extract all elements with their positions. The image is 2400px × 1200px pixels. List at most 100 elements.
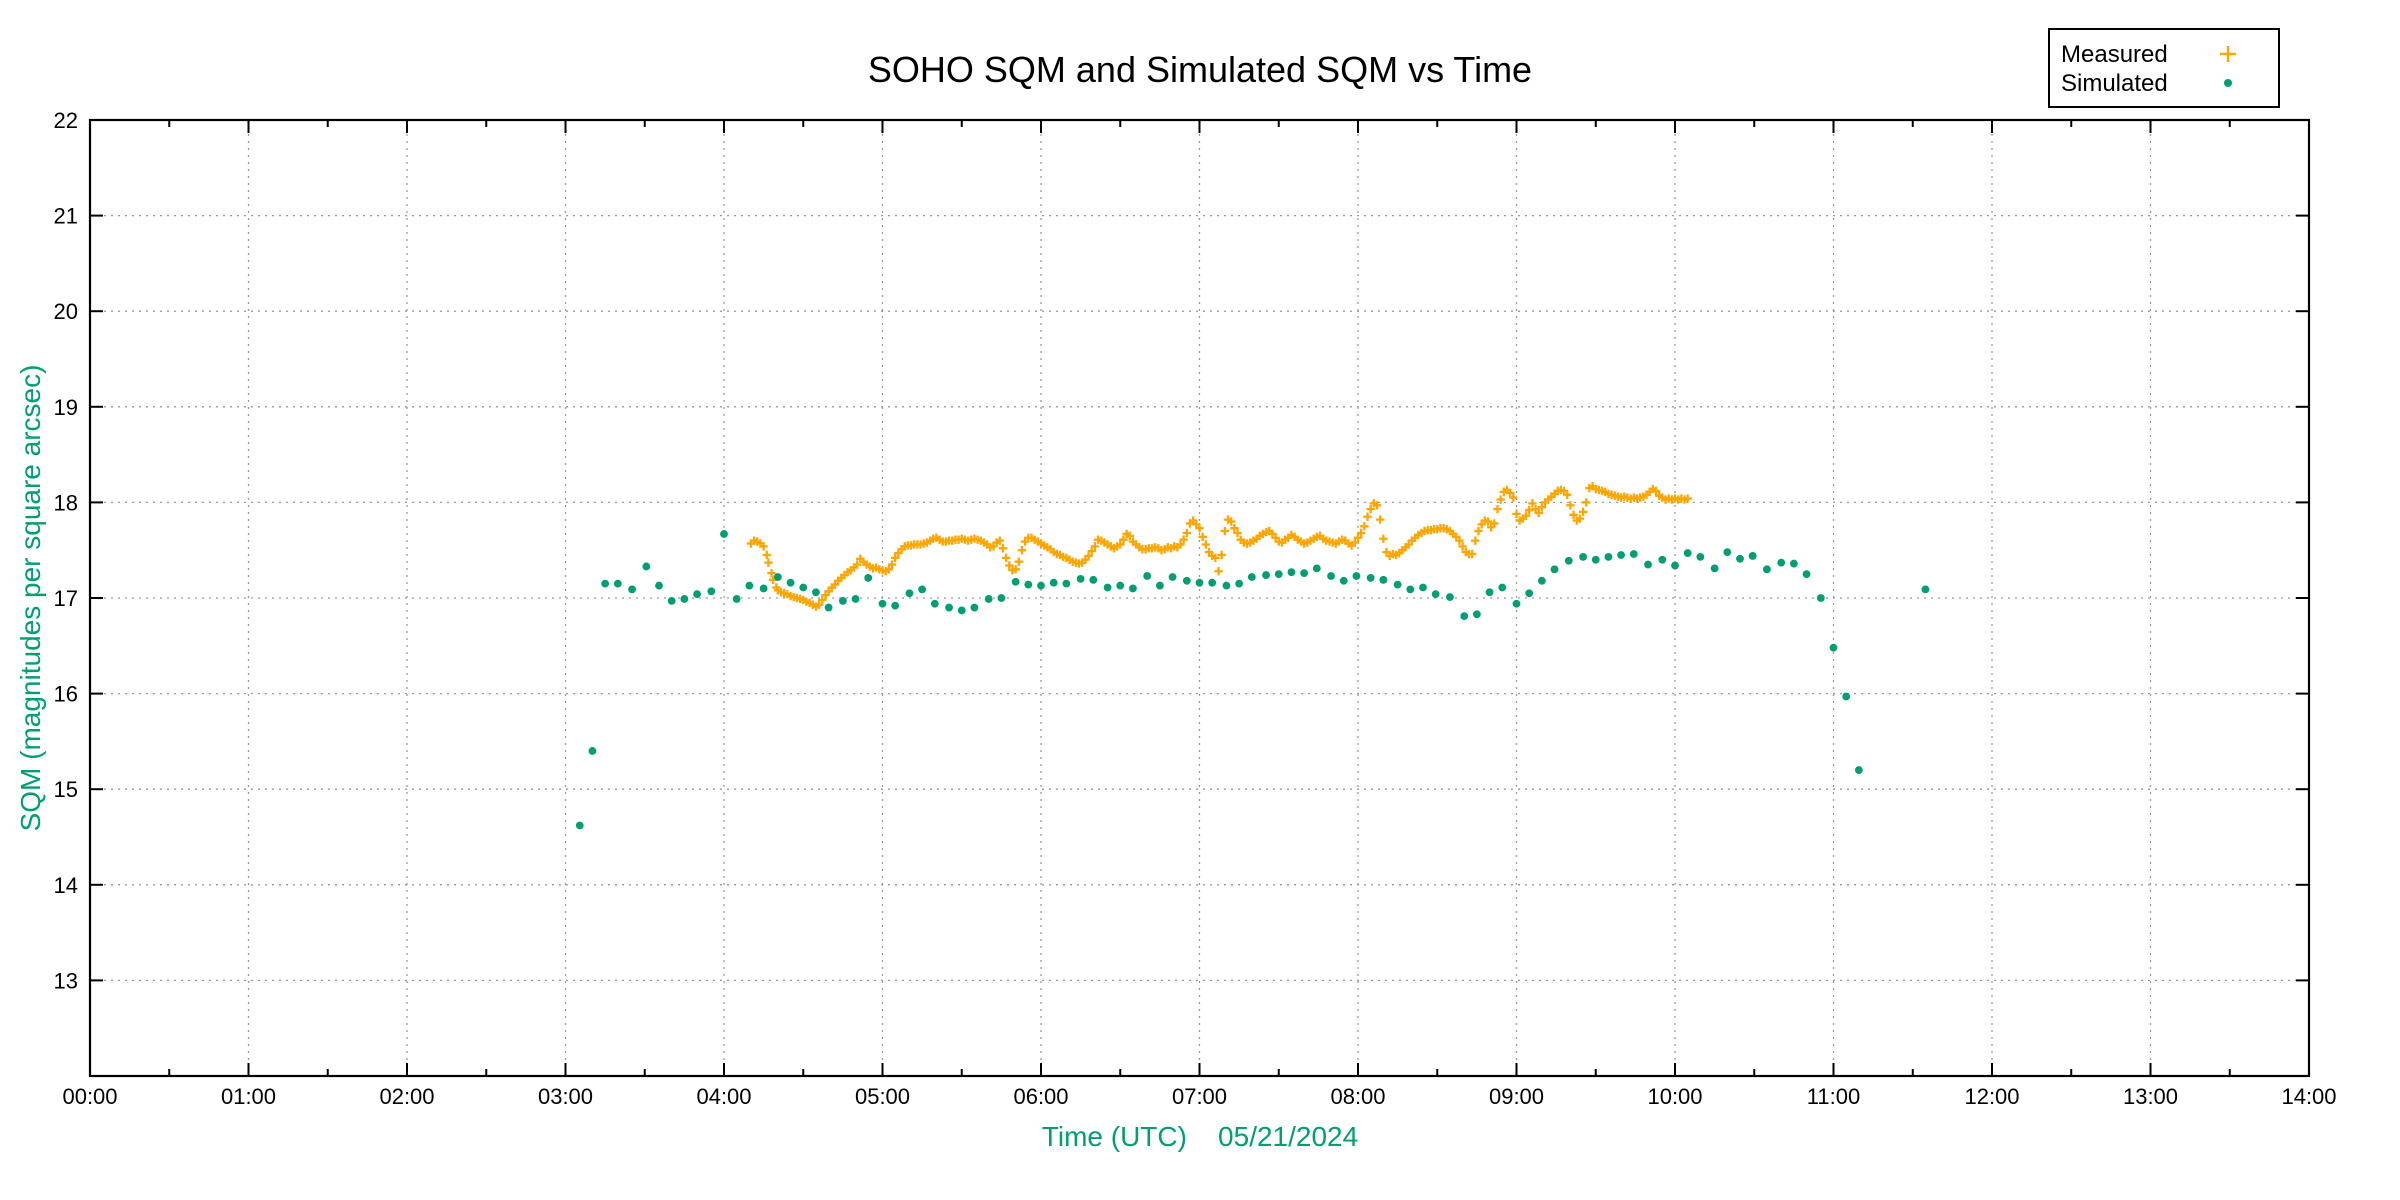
x-tick-label: 02:00 bbox=[379, 1084, 434, 1109]
y-tick-labels: 13 14 15 16 17 18 19 20 21 22 bbox=[54, 108, 78, 993]
data-point-measured bbox=[1467, 549, 1477, 559]
data-point-simulated bbox=[680, 595, 689, 603]
data-point-simulated bbox=[1460, 612, 1469, 621]
data-point-simulated bbox=[1854, 766, 1863, 774]
data-point-measured bbox=[1651, 486, 1661, 496]
data-point-measured bbox=[1363, 512, 1372, 521]
data-point-measured bbox=[1366, 504, 1375, 514]
data-point-measured bbox=[1683, 494, 1692, 503]
data-point-simulated bbox=[1485, 588, 1494, 597]
data-point-measured bbox=[1528, 499, 1537, 508]
dot-icon bbox=[2224, 79, 2232, 87]
data-point-measured bbox=[1582, 498, 1591, 507]
data-point-simulated bbox=[575, 821, 584, 830]
data-point-simulated bbox=[1591, 555, 1600, 564]
data-point-simulated bbox=[1327, 572, 1335, 580]
x-tick-label: 13:00 bbox=[2123, 1084, 2178, 1109]
data-point-simulated bbox=[667, 596, 676, 605]
data-point-measured bbox=[1505, 488, 1515, 498]
data-point-measured bbox=[1116, 540, 1125, 549]
data-point-measured bbox=[1353, 533, 1363, 542]
y-axis-label: SQM (magnitudes per square arcsec) bbox=[15, 365, 46, 832]
data-point-simulated bbox=[1789, 559, 1798, 568]
data-point-simulated bbox=[1696, 552, 1705, 561]
x-tick-label: 07:00 bbox=[1172, 1084, 1227, 1109]
data-point-measured bbox=[1534, 508, 1543, 518]
data-point-simulated bbox=[1062, 579, 1071, 588]
data-point-simulated bbox=[1182, 576, 1191, 585]
data-point-simulated bbox=[1498, 583, 1507, 592]
data-point-simulated bbox=[1037, 581, 1045, 590]
y-tick-label: 22 bbox=[54, 108, 78, 133]
y-tick-label: 20 bbox=[54, 299, 78, 324]
data-point-simulated bbox=[1339, 576, 1348, 585]
data-point-simulated bbox=[1604, 552, 1613, 561]
data-point-measured bbox=[1198, 532, 1207, 542]
data-point-simulated bbox=[1312, 564, 1321, 573]
data-point-measured bbox=[890, 553, 900, 563]
y-tick-label: 21 bbox=[54, 204, 78, 229]
data-point-measured bbox=[1458, 542, 1467, 551]
x-axis-label: Time (UTC) 05/21/2024 bbox=[1042, 1121, 1358, 1152]
data-point-measured bbox=[884, 565, 894, 574]
data-point-simulated bbox=[1352, 572, 1361, 580]
data-point-measured bbox=[1217, 550, 1226, 560]
data-point-measured bbox=[1179, 535, 1188, 544]
y-tick-label: 18 bbox=[54, 490, 78, 515]
data-point-measured bbox=[998, 544, 1008, 553]
data-point-simulated bbox=[1143, 572, 1152, 580]
data-point-measured bbox=[1455, 536, 1464, 545]
data-point-simulated bbox=[642, 562, 651, 571]
data-point-simulated bbox=[1829, 643, 1838, 652]
legend: Measured Simulated bbox=[2048, 28, 2280, 108]
data-point-simulated bbox=[1011, 577, 1020, 586]
data-point-simulated bbox=[1564, 556, 1573, 565]
data-point-simulated bbox=[1406, 585, 1415, 594]
y-tick-label: 15 bbox=[54, 777, 78, 802]
data-point-measured bbox=[1350, 538, 1360, 547]
data-point-simulated bbox=[628, 585, 636, 594]
data-point-simulated bbox=[720, 530, 728, 538]
data-point-measured bbox=[1214, 567, 1223, 576]
data-point-simulated bbox=[970, 603, 979, 612]
data-point-measured bbox=[1375, 515, 1385, 524]
x-tick-label: 01:00 bbox=[221, 1084, 276, 1109]
data-point-simulated bbox=[1658, 555, 1667, 564]
data-point-simulated bbox=[732, 595, 741, 603]
data-point-simulated bbox=[1644, 560, 1652, 569]
axis-ticks bbox=[89, 119, 2310, 1076]
data-point-simulated bbox=[1222, 581, 1231, 590]
data-point-measured bbox=[1512, 509, 1521, 519]
data-point-simulated bbox=[1617, 551, 1626, 559]
data-point-measured bbox=[887, 560, 897, 569]
data-point-measured bbox=[1578, 507, 1588, 517]
data-point-simulated bbox=[1671, 561, 1679, 570]
data-point-simulated bbox=[1550, 565, 1559, 574]
data-point-measured bbox=[1119, 535, 1128, 544]
data-point-simulated bbox=[693, 590, 701, 599]
data-point-simulated bbox=[786, 578, 795, 587]
data-point-measured bbox=[1011, 565, 1020, 574]
data-point-measured bbox=[1360, 522, 1369, 531]
data-point-measured bbox=[759, 542, 768, 551]
data-point-simulated bbox=[997, 594, 1006, 602]
data-point-simulated bbox=[1366, 574, 1375, 582]
data-point-simulated bbox=[812, 588, 820, 597]
data-point-simulated bbox=[1736, 554, 1744, 563]
data-point-simulated bbox=[1393, 580, 1402, 589]
data-point-measured bbox=[1496, 495, 1505, 504]
x-tick-labels: 00:00 01:00 02:00 03:00 04:00 05:00 06:00 07:00… bbox=[62, 1084, 2336, 1109]
data-point-measured bbox=[1471, 536, 1480, 545]
y-tick-label: 13 bbox=[54, 968, 78, 993]
y-tick-label: 16 bbox=[54, 682, 78, 707]
y-tick-label: 17 bbox=[54, 586, 78, 611]
data-point-measured bbox=[1537, 502, 1547, 512]
data-point-simulated bbox=[1472, 610, 1481, 619]
data-point-simulated bbox=[1921, 585, 1930, 594]
y-tick-label: 14 bbox=[54, 873, 78, 898]
data-point-measured bbox=[1087, 546, 1096, 556]
data-point-simulated bbox=[1129, 584, 1137, 593]
data-point-simulated bbox=[1195, 578, 1204, 587]
data-point-simulated bbox=[1235, 579, 1244, 588]
x-tick-label: 06:00 bbox=[1013, 1084, 1068, 1109]
